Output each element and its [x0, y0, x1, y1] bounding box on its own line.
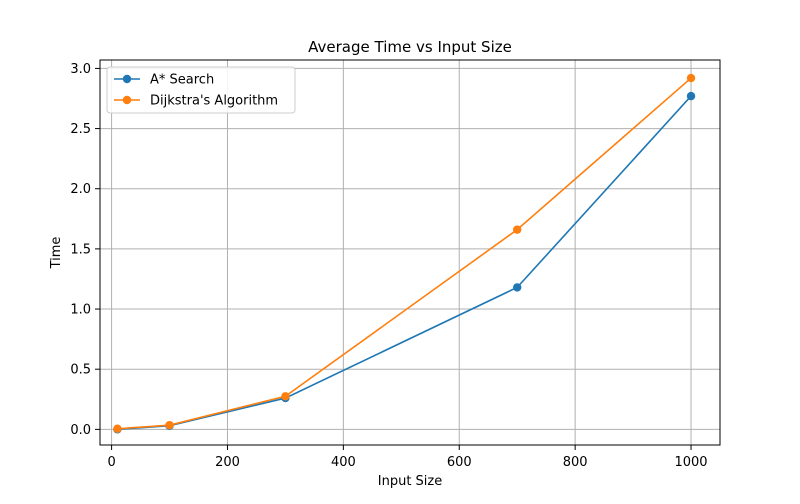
x-tick-label: 200: [215, 455, 240, 470]
y-tick-label: 3.0: [70, 62, 91, 77]
x-axis-label: Input Size: [378, 474, 442, 489]
legend-entry-label: A* Search: [150, 73, 214, 88]
data-point-marker: [165, 420, 174, 430]
x-tick-label: 1000: [674, 455, 707, 470]
y-axis-label: Time: [49, 237, 64, 270]
data-point-marker: [686, 91, 696, 101]
x-tick-label: 600: [447, 455, 472, 470]
data-point-marker: [512, 225, 522, 234]
x-tick-label: 400: [331, 455, 356, 470]
data-series: [113, 73, 696, 434]
y-tick-label: 0.5: [70, 363, 91, 378]
data-point-marker: [512, 283, 522, 292]
data-point-marker: [686, 73, 696, 83]
chart-title: Average Time vs Input Size: [308, 38, 512, 56]
grid-lines: [100, 60, 720, 445]
x-tick-label: 800: [563, 455, 588, 470]
plot-area-frame: [99, 59, 721, 446]
y-tick-label: 2.0: [70, 182, 91, 197]
legend: A* Search Dijkstra's Algorithm: [106, 66, 296, 114]
legend-entry-label: Dijkstra's Algorithm: [150, 94, 278, 109]
y-tick-label: 1.0: [70, 303, 91, 318]
legend-swatch-marker: [122, 95, 132, 105]
x-tick-label: 0: [107, 455, 115, 470]
axes: 0 200 400 600 800 1000 0.0 0.5 1.0 1.5 2.0 2.5 3.0: [70, 62, 707, 470]
legend-swatch-marker: [122, 74, 132, 84]
y-tick-label: 1.5: [70, 242, 91, 257]
data-point-marker: [113, 424, 122, 433]
y-tick-label: 0.0: [70, 423, 91, 438]
y-tick-label: 2.5: [70, 122, 91, 137]
legend-box: [106, 66, 296, 114]
data-point-marker: [281, 392, 290, 401]
